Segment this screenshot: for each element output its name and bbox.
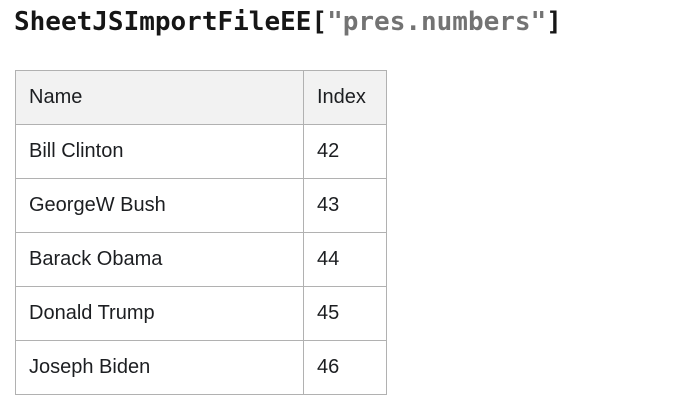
cell-index: 45: [303, 286, 387, 341]
cell-index: 42: [303, 124, 387, 179]
cell-name: Bill Clinton: [15, 124, 304, 179]
table-header-row: Name Index: [15, 70, 387, 125]
page-title: SheetJSImportFileEE["pres.numbers"]: [14, 4, 562, 40]
table-row: GeorgeW Bush 43: [15, 178, 387, 233]
column-header-index: Index: [303, 70, 387, 125]
table-row: Joseph Biden 46: [15, 340, 387, 395]
table-row: Bill Clinton 42: [15, 124, 387, 179]
title-bracket-open: [: [311, 7, 328, 37]
column-header-name: Name: [15, 70, 304, 125]
table-row: Barack Obama 44: [15, 232, 387, 287]
cell-index: 43: [303, 178, 387, 233]
cell-name: Barack Obama: [15, 232, 304, 287]
presidents-table: Name Index Bill Clinton 42 GeorgeW Bush …: [15, 70, 387, 395]
cell-index: 46: [303, 340, 387, 395]
cell-name: GeorgeW Bush: [15, 178, 304, 233]
title-bracket-close: ]: [546, 7, 562, 37]
title-sheet-expression: SheetJSImportFileEE: [14, 7, 312, 37]
table-row: Donald Trump 45: [15, 286, 387, 341]
cell-index: 44: [303, 232, 387, 287]
title-filename-string: "pres.numbers": [327, 7, 547, 37]
cell-name: Donald Trump: [15, 286, 304, 341]
cell-name: Joseph Biden: [15, 340, 304, 395]
